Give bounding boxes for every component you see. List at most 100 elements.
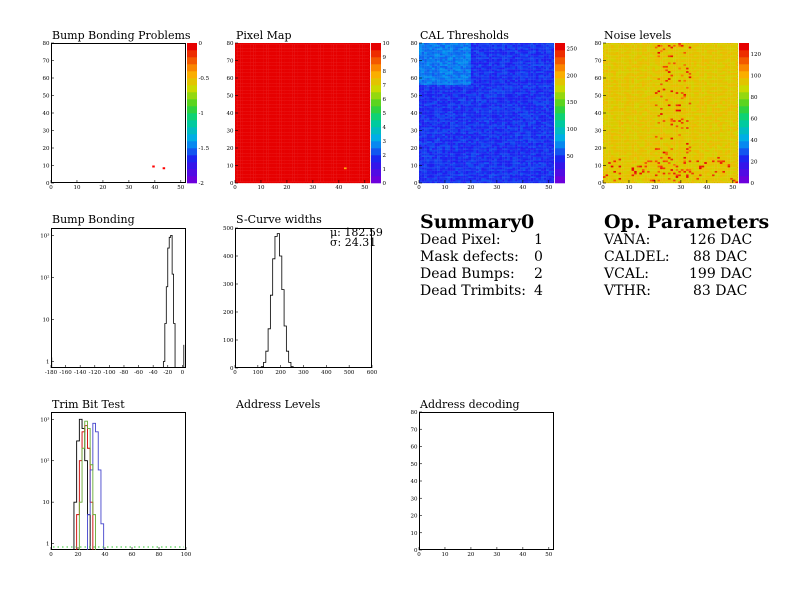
pixel-map-cell [266, 76, 269, 79]
pixel-map-cell [276, 148, 280, 150]
pixel-map-cell [297, 179, 301, 182]
pixel-map-cell [346, 167, 350, 170]
pixel-map-cell [325, 142, 329, 145]
pixel-map-cell [344, 148, 347, 150]
pixel-map-cell [294, 165, 298, 168]
pixel-map-cell [286, 153, 290, 156]
cal-thresholds-cell [426, 106, 430, 108]
pixel-map-cell [279, 127, 282, 129]
pixel-map-cell [242, 177, 246, 180]
s-curve-widths-title: S-Curve widths [236, 213, 322, 226]
pixel-map-cell [284, 76, 288, 79]
pixel-map-cell [240, 146, 243, 149]
pixel-map-cell [318, 125, 321, 128]
pixel-map-cell [349, 88, 352, 91]
pixel-map-cell [351, 121, 355, 124]
pixel-map-cell [297, 135, 301, 138]
pixel-map-cell [302, 60, 306, 63]
pixel-map-cell [266, 179, 269, 182]
pixel-map-cell [357, 83, 360, 86]
pixel-map-cell [364, 162, 368, 164]
pixel-map-cell [294, 181, 298, 184]
pixel-map-cell [336, 165, 339, 168]
pixel-map-cell [336, 67, 339, 70]
pixel-map-cell [289, 71, 293, 73]
pixel-map-cell [302, 132, 306, 135]
pixel-map-cell [336, 146, 339, 149]
cal-thresholds-cell [437, 174, 440, 177]
pixel-map-cell [240, 85, 243, 87]
pixel-map-cell [349, 167, 352, 170]
pixel-map-cell [359, 58, 363, 61]
cal-thresholds-cell [424, 123, 427, 126]
pixel-map-ztick-label: 3 [383, 139, 387, 145]
pixel-map-cell [258, 144, 262, 147]
pixel-map-cell [336, 177, 339, 180]
pixel-map-cell [315, 127, 319, 129]
pixel-map-cell [258, 169, 262, 171]
pixel-map-cell [281, 86, 285, 89]
pixel-map-cell [338, 44, 342, 47]
pixel-map-cell [367, 125, 371, 128]
bump-bonding-problems-plot [51, 43, 186, 183]
pixel-map-cell [359, 93, 363, 96]
pixel-map-cell [325, 114, 329, 117]
pixel-map-cell [281, 81, 285, 84]
pixel-map-cell [245, 90, 249, 93]
pixel-map-cell [292, 58, 295, 61]
pixel-map-cell [247, 58, 251, 61]
pixel-map-cell [362, 95, 365, 98]
pixel-map-cell [307, 72, 311, 75]
pixel-map-cell [318, 139, 321, 142]
pixel-map-cell [247, 134, 251, 136]
pixel-map-cell [299, 134, 303, 136]
pixel-map-cell [299, 90, 303, 93]
pixel-map-cell [235, 127, 238, 129]
pixel-map-cell [289, 158, 293, 161]
pixel-map-cell [362, 62, 365, 65]
pixel-map-cell [245, 93, 249, 96]
pixel-map-cell [367, 179, 371, 182]
pixel-map-cell [320, 104, 324, 107]
pixel-map-cell [286, 134, 290, 136]
pixel-map-cell [284, 135, 288, 138]
pixel-map-cell [328, 120, 332, 122]
pixel-map-cell [250, 127, 254, 129]
pixel-map-cell [286, 90, 290, 93]
pixel-map-cell [341, 92, 345, 94]
cal-thresholds-cell [426, 155, 430, 157]
pixel-map-cell [320, 74, 324, 77]
pixel-map-cell [305, 55, 308, 58]
pixel-map-cell [294, 46, 298, 49]
cal-thresholds-cell [424, 57, 427, 59]
pixel-map-cell [331, 107, 334, 110]
pixel-map-cell [266, 44, 269, 47]
pixel-map-cell [305, 58, 308, 61]
pixel-map-cell [338, 85, 342, 87]
pixel-map-cell [242, 174, 246, 177]
pixel-map-cell [315, 58, 319, 61]
pixel-map-cell [325, 71, 329, 73]
pixel-map-cell [305, 44, 308, 47]
pixel-map-cell [271, 78, 275, 80]
cal-thresholds-cell [437, 88, 440, 91]
pixel-map-cell [273, 155, 277, 157]
pixel-map-cell [351, 83, 355, 86]
pixel-map-cell [357, 144, 360, 147]
pixel-map-cell [281, 142, 285, 145]
pixel-map-cell [258, 179, 262, 182]
pixel-map-cell [279, 120, 282, 122]
pixel-map-cell [333, 72, 337, 75]
cal-thresholds-cell [421, 158, 425, 161]
pixel-map-cell [297, 160, 301, 163]
pixel-map-cell [315, 132, 319, 135]
pixel-map-cell [281, 148, 285, 150]
pixel-map-cell [245, 81, 249, 84]
pixel-map-cell [237, 176, 241, 178]
pixel-map-cell [273, 176, 277, 178]
pixel-map-cell [310, 174, 314, 177]
cal-thresholds-cell [421, 62, 425, 65]
pixel-map-cell [315, 113, 319, 115]
pixel-map-cell [255, 50, 259, 52]
pixel-map-cell [367, 141, 371, 143]
